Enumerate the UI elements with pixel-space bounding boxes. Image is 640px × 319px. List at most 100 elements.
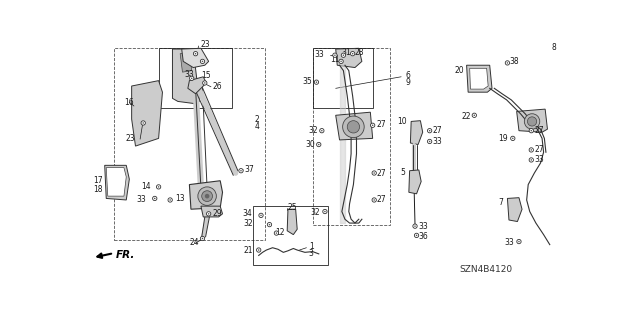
Text: 12: 12 bbox=[276, 228, 285, 237]
Circle shape bbox=[348, 121, 360, 133]
Circle shape bbox=[413, 224, 417, 228]
Circle shape bbox=[527, 117, 537, 126]
Circle shape bbox=[276, 232, 277, 234]
Polygon shape bbox=[172, 49, 200, 104]
Circle shape bbox=[340, 61, 342, 62]
Circle shape bbox=[208, 213, 209, 215]
Polygon shape bbox=[467, 65, 492, 92]
Circle shape bbox=[189, 76, 194, 80]
Text: 8: 8 bbox=[551, 43, 556, 52]
Circle shape bbox=[205, 194, 209, 198]
Text: 25: 25 bbox=[288, 203, 298, 212]
Text: 10: 10 bbox=[397, 117, 406, 126]
Text: 32: 32 bbox=[310, 208, 320, 217]
Polygon shape bbox=[132, 81, 163, 146]
Text: 4: 4 bbox=[255, 122, 260, 130]
Circle shape bbox=[195, 53, 196, 55]
Circle shape bbox=[351, 52, 355, 56]
Text: 7: 7 bbox=[499, 198, 504, 207]
Circle shape bbox=[239, 168, 243, 173]
Polygon shape bbox=[410, 121, 422, 145]
Bar bbox=[312, 48, 390, 225]
Polygon shape bbox=[106, 168, 126, 196]
Circle shape bbox=[259, 213, 263, 218]
Circle shape bbox=[472, 113, 476, 117]
Text: 23: 23 bbox=[201, 40, 211, 49]
Text: 13: 13 bbox=[175, 194, 185, 203]
Polygon shape bbox=[201, 206, 223, 217]
Circle shape bbox=[414, 226, 416, 227]
Circle shape bbox=[268, 222, 271, 227]
Circle shape bbox=[275, 231, 278, 235]
Circle shape bbox=[414, 233, 419, 238]
Text: 14: 14 bbox=[141, 182, 151, 191]
Text: SZN4B4120: SZN4B4120 bbox=[460, 265, 513, 274]
Circle shape bbox=[429, 130, 430, 131]
Text: 1: 1 bbox=[308, 242, 314, 251]
Circle shape bbox=[320, 129, 324, 133]
Bar bbox=[159, 48, 232, 108]
Circle shape bbox=[352, 53, 353, 55]
Polygon shape bbox=[516, 109, 547, 132]
Circle shape bbox=[428, 139, 432, 144]
Text: 34: 34 bbox=[243, 209, 253, 218]
Circle shape bbox=[141, 121, 145, 125]
Polygon shape bbox=[336, 112, 372, 140]
Circle shape bbox=[518, 241, 520, 242]
Bar bbox=[253, 206, 328, 265]
Text: 3: 3 bbox=[308, 249, 314, 258]
Circle shape bbox=[193, 52, 198, 56]
Text: 33: 33 bbox=[433, 137, 442, 146]
Circle shape bbox=[202, 61, 204, 62]
Text: 24: 24 bbox=[189, 238, 199, 247]
Circle shape bbox=[158, 186, 159, 188]
Circle shape bbox=[524, 114, 540, 129]
Circle shape bbox=[317, 142, 321, 147]
Circle shape bbox=[202, 191, 212, 202]
Bar bbox=[114, 48, 265, 240]
Circle shape bbox=[316, 81, 317, 83]
Circle shape bbox=[505, 61, 509, 65]
Circle shape bbox=[529, 158, 533, 162]
Circle shape bbox=[371, 123, 375, 128]
Text: 16: 16 bbox=[124, 98, 134, 107]
Text: 36: 36 bbox=[419, 232, 429, 241]
Text: 33: 33 bbox=[184, 70, 194, 79]
Text: 32: 32 bbox=[308, 126, 318, 135]
Circle shape bbox=[324, 211, 326, 212]
Circle shape bbox=[269, 224, 270, 226]
Polygon shape bbox=[336, 48, 362, 68]
Bar bbox=[312, 48, 372, 108]
Circle shape bbox=[203, 81, 207, 85]
Text: 33: 33 bbox=[534, 155, 544, 164]
Text: 27: 27 bbox=[433, 126, 442, 135]
Circle shape bbox=[374, 172, 375, 174]
Circle shape bbox=[512, 137, 513, 139]
Text: 27: 27 bbox=[376, 168, 386, 178]
Text: 9: 9 bbox=[405, 78, 410, 87]
Text: 27: 27 bbox=[376, 196, 386, 204]
Circle shape bbox=[202, 238, 204, 239]
Text: 28: 28 bbox=[354, 48, 364, 57]
Circle shape bbox=[372, 198, 376, 202]
Text: 37: 37 bbox=[245, 165, 255, 174]
Polygon shape bbox=[188, 77, 206, 94]
Text: 33: 33 bbox=[504, 238, 515, 247]
Text: 23: 23 bbox=[126, 134, 136, 143]
Text: 33: 33 bbox=[419, 222, 429, 231]
Text: 27: 27 bbox=[534, 126, 544, 135]
Polygon shape bbox=[470, 68, 488, 89]
Polygon shape bbox=[287, 209, 297, 235]
Text: 35: 35 bbox=[303, 77, 312, 86]
Circle shape bbox=[258, 249, 259, 251]
Text: 2: 2 bbox=[255, 115, 260, 124]
Circle shape bbox=[511, 136, 515, 141]
Circle shape bbox=[207, 212, 211, 216]
Circle shape bbox=[152, 196, 157, 201]
Polygon shape bbox=[409, 170, 421, 194]
Circle shape bbox=[170, 199, 171, 201]
Circle shape bbox=[333, 53, 337, 57]
Circle shape bbox=[156, 185, 161, 189]
Circle shape bbox=[314, 80, 319, 84]
Circle shape bbox=[374, 199, 375, 201]
